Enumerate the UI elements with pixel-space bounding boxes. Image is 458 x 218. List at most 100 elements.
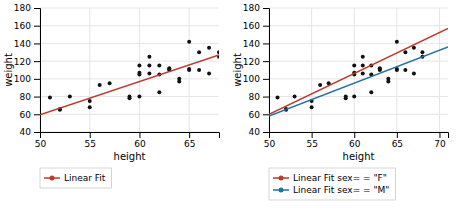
scatter-point [217, 50, 219, 54]
tick-label: 80 [20, 92, 32, 102]
grid-line [40, 61, 219, 62]
scatter-point [167, 66, 171, 70]
scatter-point [420, 50, 424, 54]
scatter-point [187, 68, 191, 72]
tick-mark [263, 26, 269, 27]
scatter-point [68, 95, 72, 99]
tick: 50 [35, 132, 47, 149]
tick: 60 [349, 132, 361, 149]
scatter-point [352, 95, 356, 99]
legend: Linear Fit sex= = "F"Linear Fit sex= = "… [269, 168, 396, 200]
scatter-point [352, 64, 356, 68]
tick: 80 [20, 92, 40, 102]
tick-label: 180 [14, 3, 31, 13]
tick: 160 [243, 21, 269, 31]
tick-label: 60 [249, 110, 261, 120]
scatter-point [412, 46, 416, 50]
fit-line [269, 28, 448, 114]
grid [269, 8, 448, 132]
x-axis: 50556065 [35, 132, 220, 149]
tick-mark [263, 114, 269, 115]
y-axis-title: weight [3, 53, 14, 87]
scatter-point [378, 67, 382, 71]
tick-label: 60 [20, 110, 32, 120]
tick: 65 [392, 132, 403, 149]
scatter-point [403, 68, 407, 72]
tick-mark [263, 132, 269, 133]
scatter-point [147, 64, 151, 68]
legend-marker [279, 176, 284, 181]
marks [269, 28, 448, 116]
tick: 180 [14, 3, 40, 13]
tick-label: 180 [243, 3, 260, 13]
axis-line [34, 9, 41, 133]
tick: 120 [14, 57, 40, 67]
tick-label: 80 [249, 92, 261, 102]
panel: 5055606570406080100120140160180heightwei… [232, 3, 449, 200]
tick-label: 120 [14, 57, 31, 67]
scatter-point [344, 95, 348, 99]
legend-frame [269, 168, 396, 200]
scatter-point [157, 90, 161, 94]
scatter-point [147, 72, 151, 76]
x-axis: 5055606570 [264, 132, 449, 149]
tick: 60 [249, 110, 269, 120]
scatter-point [98, 83, 102, 87]
tick-label: 140 [243, 39, 260, 49]
axis-line [263, 9, 270, 133]
scatter-point [88, 105, 92, 109]
tick-label: 60 [349, 139, 361, 149]
tick-mark [34, 26, 40, 27]
scatter-point [395, 68, 399, 72]
grid-line [89, 8, 90, 132]
tick-mark [263, 61, 269, 62]
grid-line [269, 8, 448, 9]
legend: Linear Fit [40, 168, 111, 188]
grid-line [40, 78, 219, 79]
tick-mark [354, 132, 355, 138]
scatter-point [137, 95, 141, 99]
scatter-point [187, 40, 191, 44]
tick: 65 [184, 132, 195, 149]
grid-line [40, 114, 219, 115]
tick-mark [34, 97, 40, 98]
tick-mark [263, 43, 269, 44]
tick-mark [34, 43, 40, 44]
scatter-point [197, 68, 201, 72]
tick-mark [263, 97, 269, 98]
marks [40, 40, 219, 115]
legend-label: Linear Fit sex= = "F" [293, 173, 387, 183]
scatter-point [88, 99, 92, 103]
tick: 160 [14, 21, 40, 31]
grid-line [139, 8, 140, 132]
tick: 120 [243, 57, 269, 67]
grid-line [439, 8, 440, 132]
scatter-point [361, 64, 365, 68]
tick-label: 55 [306, 139, 317, 149]
y-axis: 406080100120140160180 [14, 3, 41, 137]
tick: 55 [306, 132, 317, 149]
axis-line [41, 133, 220, 139]
tick-mark [189, 132, 190, 138]
scatter-point [197, 50, 201, 54]
grid-line [269, 61, 448, 62]
scatter-point [395, 40, 399, 44]
scatter-point [361, 72, 365, 76]
tick-label: 50 [264, 139, 276, 149]
tick-label: 65 [184, 139, 195, 149]
scatter-point [403, 50, 407, 54]
tick-mark [34, 79, 40, 80]
tick-label: 100 [243, 74, 260, 84]
x-axis-title: height [343, 151, 375, 162]
tick: 100 [243, 74, 269, 84]
scatter-point [318, 83, 322, 87]
grid-line [40, 8, 219, 9]
scatter-point [108, 81, 112, 85]
tick: 60 [20, 110, 40, 120]
legend-frame [40, 168, 111, 188]
tick: 60 [134, 132, 146, 149]
scatter-point [177, 80, 181, 84]
tick-label: 40 [249, 127, 261, 137]
tick-label: 160 [243, 21, 260, 31]
chart-root: 50 55 60 65 40 60 80 100 120 140 160 180 height weigh… [0, 0, 458, 218]
